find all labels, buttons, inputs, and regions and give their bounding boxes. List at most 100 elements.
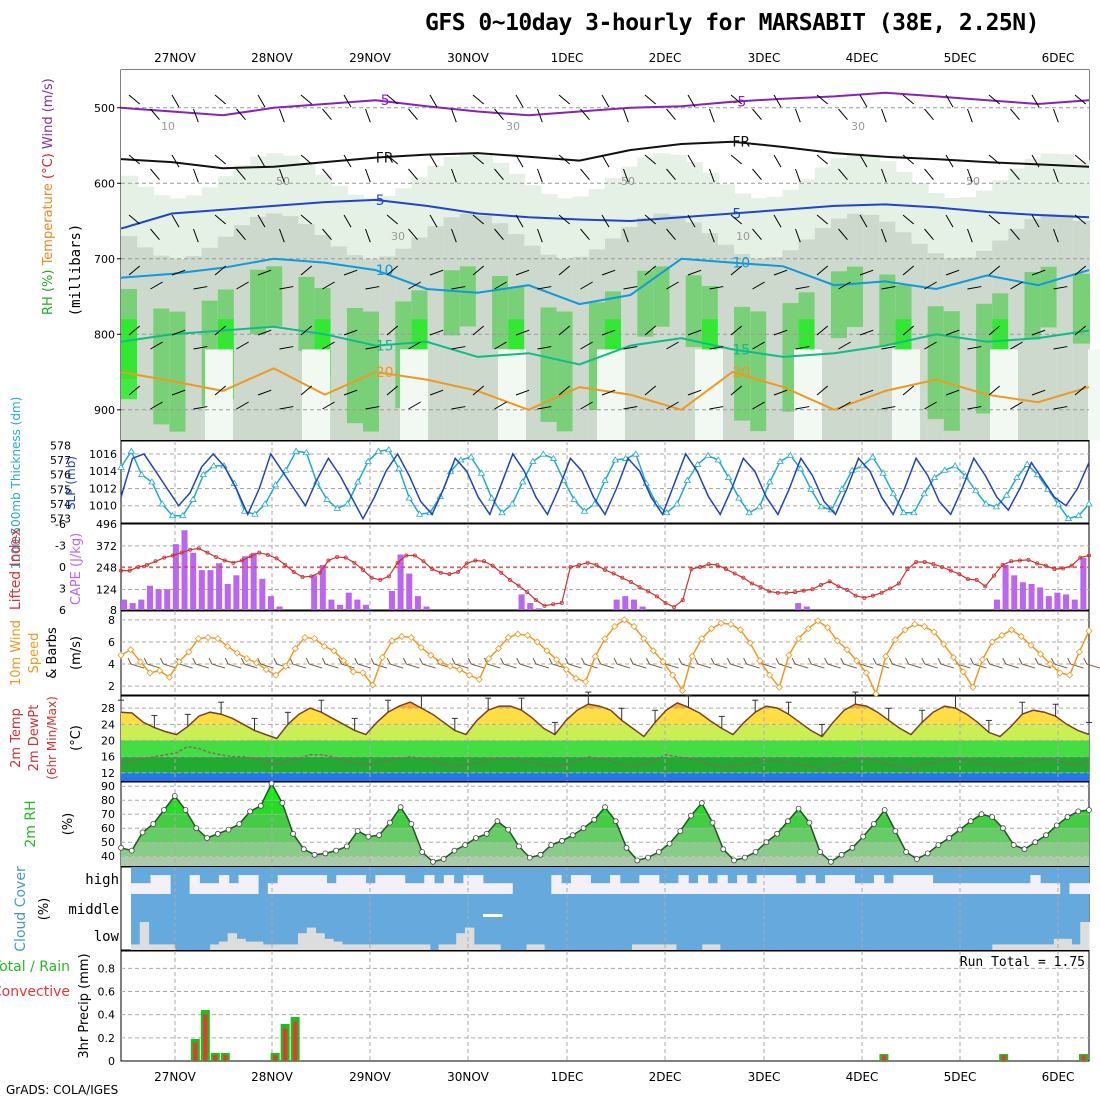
cloud-high-gap <box>834 875 846 894</box>
wind-barb <box>988 94 1001 105</box>
date-label-top: 1DEC <box>551 51 584 65</box>
wind-barb <box>179 663 193 669</box>
wind-barb <box>881 286 896 290</box>
rh-line-marker <box>462 842 469 848</box>
date-label-bottom: 6DEC <box>1042 1070 1075 1084</box>
precip-legend-conv: Convective <box>0 984 70 1000</box>
thickness-line-marker <box>374 447 383 454</box>
cloud-high-gap <box>1020 883 1031 894</box>
li-marker <box>447 572 452 577</box>
li-marker <box>265 552 270 557</box>
wind-barb <box>472 325 485 336</box>
li-marker <box>983 584 988 589</box>
cape-bar <box>181 530 188 610</box>
cloud-level-label: middle <box>68 902 119 918</box>
rh-line-marker <box>537 851 544 858</box>
li-marker <box>430 567 435 572</box>
wind-speed-line-marker <box>649 647 657 655</box>
date-label-top: 5DEC <box>944 51 977 65</box>
cape-bar <box>1028 583 1035 610</box>
wind-barb <box>279 406 294 410</box>
li-marker <box>611 571 616 576</box>
cloud-low <box>131 944 141 950</box>
wind-speed-line-marker <box>814 617 822 625</box>
slp-tick-label: 1010 <box>89 500 117 513</box>
cloud-high-gap <box>414 883 425 894</box>
li-marker <box>732 571 737 576</box>
wind-barb <box>687 269 702 276</box>
cloud-high-gap <box>668 883 679 894</box>
wind-barb <box>300 325 313 336</box>
wind-barb <box>601 214 610 228</box>
wind-barb <box>666 341 679 350</box>
li-marker <box>369 575 374 580</box>
wind-barb <box>967 228 973 243</box>
wind-barb <box>150 281 163 290</box>
isotherm-label: 10 <box>376 263 394 279</box>
li-marker <box>309 574 314 579</box>
wind-barb <box>967 286 982 290</box>
wind-barb <box>623 286 638 290</box>
wind-barb <box>967 346 982 350</box>
wind-barb <box>859 663 874 669</box>
cloud-low <box>1009 944 1020 950</box>
wind-barb <box>881 346 896 350</box>
wind-barb <box>406 663 420 669</box>
wind-speed-line-marker <box>630 622 638 631</box>
wind-barb <box>613 657 618 665</box>
precip-tick-label: 0.2 <box>98 1032 116 1045</box>
cloud-high-gap <box>267 883 279 894</box>
li-marker <box>931 562 936 567</box>
rh-line-marker <box>612 818 619 825</box>
rh-shade <box>597 349 625 440</box>
rh-line-marker <box>623 844 630 851</box>
li-line <box>121 547 1090 608</box>
wind-tick-label: 2 <box>108 680 115 693</box>
rh-shade <box>330 246 348 440</box>
rh-line-marker <box>903 849 910 855</box>
li-marker <box>905 567 910 572</box>
rh-line-marker <box>655 849 662 855</box>
wind-barb <box>714 663 728 669</box>
slp-axis-label: SLP (mb) <box>64 456 78 510</box>
wind-barb <box>694 657 699 665</box>
cloud-level-label: high <box>85 872 119 888</box>
wind-barb <box>193 168 199 183</box>
wind-speed-line-marker <box>281 662 290 670</box>
li-marker <box>231 560 236 565</box>
wind-barb <box>773 269 788 276</box>
wind-barb <box>629 657 634 665</box>
wind-barb <box>343 94 352 108</box>
rh-line-marker <box>505 826 512 833</box>
thickness-line-marker <box>941 466 949 473</box>
rh-shade <box>621 227 639 440</box>
rh-shade <box>492 276 510 349</box>
date-label-top: 27NOV <box>154 51 196 65</box>
wind-barb <box>957 663 971 669</box>
rh-shade <box>695 349 723 440</box>
temp-tick-label: 28 <box>101 702 115 715</box>
wind-barb <box>343 214 352 228</box>
wind-speed-line-marker <box>243 654 251 663</box>
wind-barb <box>945 389 960 396</box>
li-marker <box>724 567 729 572</box>
wind-barb <box>666 108 676 121</box>
wind-barb <box>600 663 614 669</box>
cloud-middle <box>492 914 503 917</box>
wind-barb <box>515 154 524 168</box>
wind-barb <box>730 663 744 669</box>
rh-shade <box>766 257 784 440</box>
wind-barb <box>986 657 991 665</box>
li-marker <box>637 585 642 590</box>
thickness-line-marker <box>817 503 825 510</box>
wind-barb <box>623 108 629 123</box>
wind-barb <box>193 286 208 290</box>
thickness-tick-label: 574 <box>50 498 71 511</box>
wind-barb <box>687 154 696 168</box>
date-label-top: 2DEC <box>649 51 682 65</box>
thickness-line-marker <box>467 453 475 460</box>
rh-line-marker <box>1053 822 1060 829</box>
isotherm-label: -5 <box>732 95 746 111</box>
cape-bar <box>1063 594 1070 610</box>
wind-barb <box>945 214 954 228</box>
